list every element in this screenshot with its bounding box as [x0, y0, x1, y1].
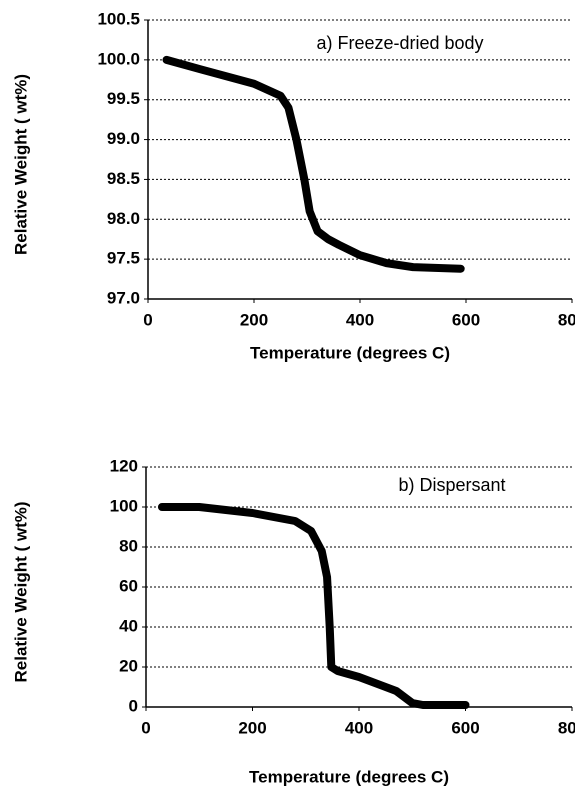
x-tick-label: 600 — [451, 718, 479, 737]
y-axis-label: Relative Weight ( wt%) — [11, 501, 30, 682]
x-tick-label: 0 — [143, 310, 152, 329]
x-tick-label: 800 — [558, 310, 575, 329]
y-tick-label: 100.0 — [97, 49, 140, 68]
y-tick-label: 120 — [110, 456, 138, 475]
x-tick-label: 400 — [346, 310, 374, 329]
x-axis-label: Temperature (degrees C) — [250, 343, 450, 362]
y-tick-label: 0 — [129, 696, 138, 715]
y-tick-label: 100.5 — [97, 9, 140, 28]
x-tick-label: 600 — [452, 310, 480, 329]
x-tick-label: 0 — [141, 718, 150, 737]
y-tick-label: 97.0 — [107, 288, 140, 307]
x-axis-label: Temperature (degrees C) — [249, 767, 449, 786]
y-tick-label: 98.0 — [107, 209, 140, 228]
x-tick-label: 200 — [240, 310, 268, 329]
x-tick-label: 200 — [238, 718, 266, 737]
x-tick-label: 400 — [345, 718, 373, 737]
chart-title: b) Dispersant — [398, 475, 505, 495]
y-tick-label: 100 — [110, 496, 138, 515]
y-tick-label: 99.5 — [107, 89, 140, 108]
x-tick-label: 800 — [558, 718, 575, 737]
y-tick-label: 99.0 — [107, 129, 140, 148]
y-tick-label: 97.5 — [107, 249, 140, 268]
data-line — [157, 503, 470, 709]
y-axis-label: Relative Weight ( wt%) — [11, 74, 30, 255]
y-tick-label: 60 — [119, 576, 138, 595]
y-tick-label: 98.5 — [107, 169, 140, 188]
chart-title: a) Freeze-dried body — [316, 33, 483, 53]
y-tick-label: 20 — [119, 656, 138, 675]
data-line — [162, 55, 465, 273]
y-tick-label: 80 — [119, 536, 138, 555]
y-tick-label: 40 — [119, 616, 138, 635]
